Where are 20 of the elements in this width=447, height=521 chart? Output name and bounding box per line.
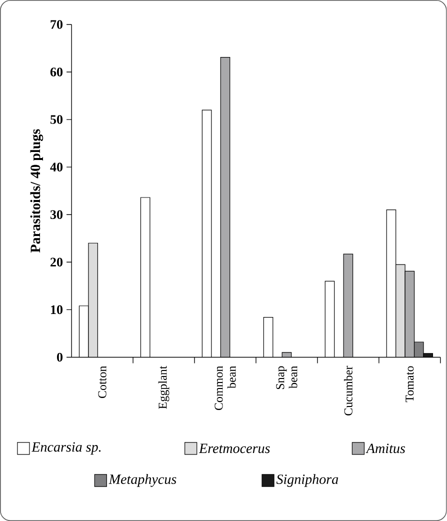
legend-label: Signiphora [276,474,338,487]
x-tick-label: Tomato [406,366,414,402]
legend-label: Encarsia sp. [32,442,101,455]
x-tick-label: Common bean [214,366,236,410]
y-tick-label: 30 [50,210,63,220]
y-tick-label: 50 [50,115,63,124]
legend-label: Metaphycus [108,474,176,487]
y-tick-label: 70 [50,20,63,29]
y-tick-label: 10 [51,305,63,314]
legend-label: Amitus [366,444,406,454]
y-tick-label: 60 [50,68,63,76]
x-tick-label: Snap bean [276,366,298,390]
y-tick-label: 0 [57,352,63,362]
legend-label: Eretmocerus [198,444,270,454]
x-tick-label: Cucumber [344,366,353,416]
y-tick-label: 20 [50,258,63,267]
y-axis-title: Parasitoids/ 40 plugs [30,129,44,253]
y-tick-label: 40 [50,162,63,172]
x-tick-label: Cotton [98,366,106,398]
x-tick-label: Eggplant [158,366,170,409]
